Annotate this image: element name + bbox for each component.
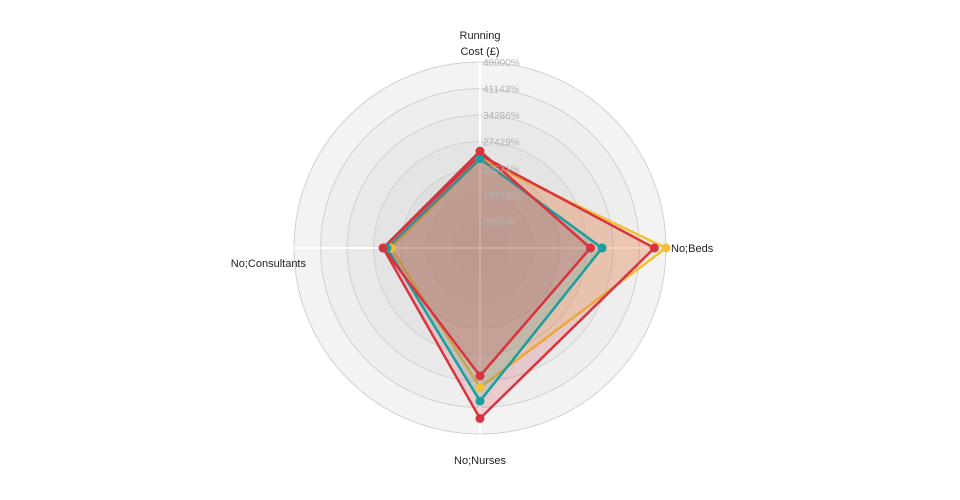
series-point [475, 383, 485, 392]
axis-label-beds: No;Beds [671, 243, 714, 255]
series-point [378, 243, 388, 253]
radar-axis-labels: Running Cost (£) No;Beds No;Nurses No;Consul… [231, 30, 714, 467]
series-point [475, 371, 485, 381]
axis-label-running-cost-line2: Cost (£) [460, 46, 499, 58]
series-point [475, 414, 485, 423]
tick-label: 48000% [483, 58, 520, 69]
series-point [649, 243, 659, 253]
radar-series-group [378, 146, 671, 423]
axis-label-running-cost-line1: Running [460, 30, 501, 42]
series-point [661, 243, 671, 253]
tick-label: 41143% [483, 85, 519, 96]
axis-label-consultants: No;Consultants [231, 258, 307, 270]
series-point [597, 243, 607, 253]
series-point [475, 154, 485, 164]
tick-label: 13714% [483, 191, 520, 202]
tick-label: 34286% [483, 111, 520, 122]
tick-label: 27429% [483, 138, 520, 149]
series-point [475, 146, 485, 156]
axis-label-nurses: No;Nurses [454, 455, 506, 467]
series-point [475, 396, 485, 406]
radar-tick-labels: 6857% 13714% 20571% 27429% 34286% 41143% 48000… [483, 58, 520, 228]
series-point [585, 243, 595, 253]
tick-label: 6857% [483, 217, 514, 228]
tick-label: 20571% [483, 164, 520, 175]
